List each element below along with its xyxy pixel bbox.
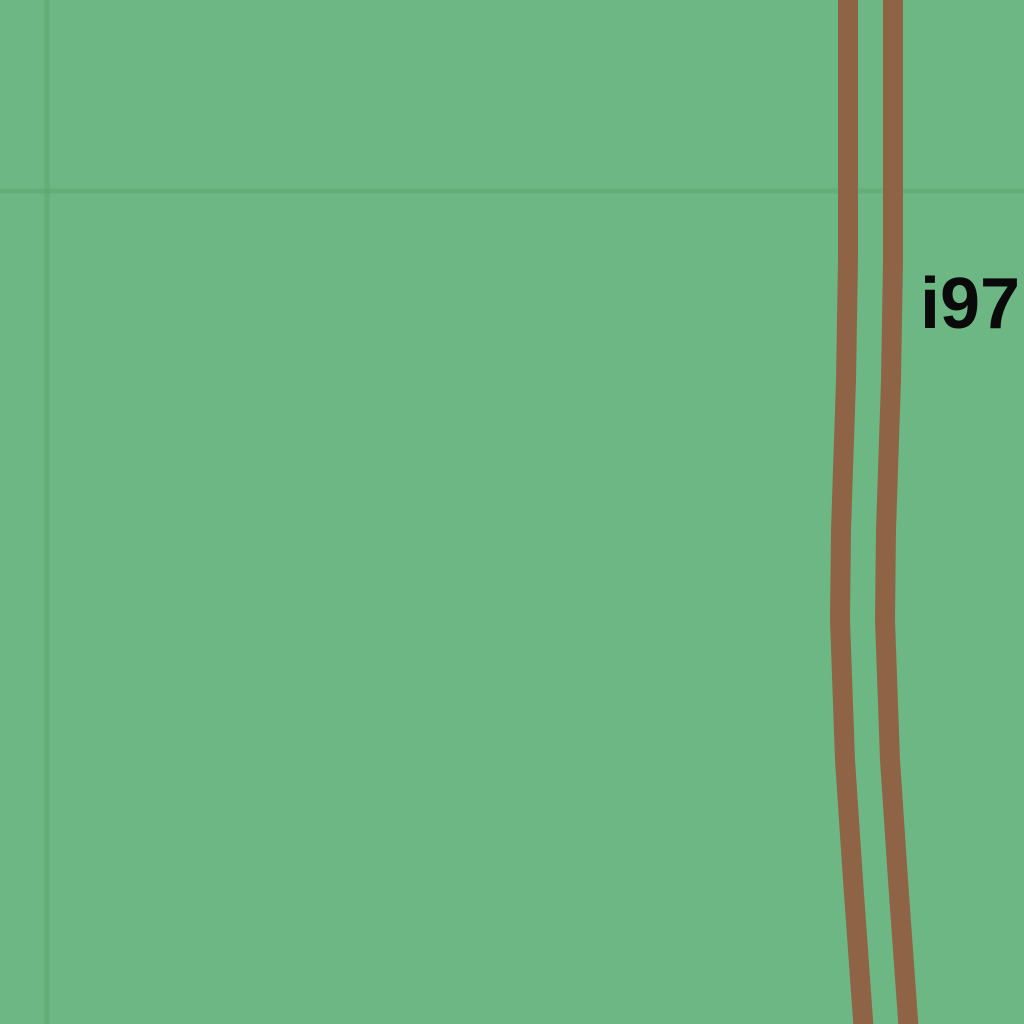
road-label: i97: [920, 264, 1020, 344]
road-lane-right[interactable]: [875, 0, 919, 1024]
road-lane-left[interactable]: [830, 0, 874, 1024]
